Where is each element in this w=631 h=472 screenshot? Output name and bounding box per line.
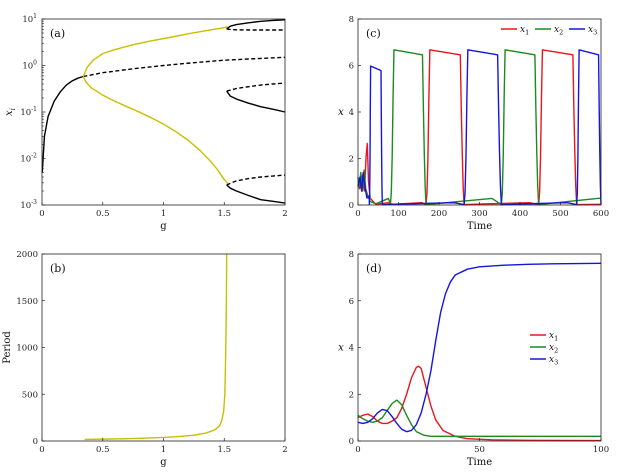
panel-a-ylabel: xi [4,108,17,116]
panel-b-ylabel: Period [2,331,13,364]
panel-d-ytick-label: 0 [349,437,354,447]
panel-a-stable-fixed-low-g [41,75,84,173]
panel-c-ytick-label: 8 [349,15,354,25]
panel-c-xtick-label: 600 [593,209,609,219]
panel-d-ylabel: x [338,343,344,354]
panel-b-xlabel: g [160,457,167,468]
panel-c-ytick-label: 4 [349,108,354,118]
panel-d-legend-label: x2 [549,343,558,355]
panel-b-lines [84,253,228,441]
panel-b-ytick-label: 500 [22,390,38,400]
panel-c-xtick-label: 400 [512,209,528,219]
panel-b-xtick-label: 2 [282,445,287,455]
panel-d-series-x2 [357,399,601,438]
panel-c-xtick-label: 500 [552,209,568,219]
panel-c-ticks: 0 100 200 300 400 500 600 0 2 4 6 8 [349,15,610,219]
panel-c-ylabel: x [338,107,344,118]
panel-b-period [84,253,228,441]
panel-b-xtick-label: 0 [39,445,44,455]
panel-a-periodic-upper [82,26,229,77]
panel-b-ytick-label: 2000 [16,250,38,260]
panel-c-xtick-label: 100 [390,209,406,219]
panel-d-xlabel: Time [467,457,492,468]
panel-c-series-x1 [357,49,602,206]
panel-a-xtick-label: 0 [39,209,44,219]
panel-a-xtick-label: 1.5 [217,209,231,219]
panel-c-frame [357,18,602,206]
panel-c-lines [357,49,602,206]
panel-d-legend-label: x1 [549,331,558,343]
panel-a-stable-mid-branch [226,90,286,113]
panel-a-stable-low-branch [226,184,286,204]
panel-c: 0 100 200 300 400 500 600 0 2 4 6 8 x1 x2 x3 (c) Time… [338,15,609,232]
panel-a-unstable-low-branch [226,174,286,186]
panel-c-xtick-label: 300 [471,209,487,219]
panel-d-frame [357,253,602,442]
panel-d-xtick-label: 0 [355,445,360,455]
panel-a-ytick-label: 101 [22,13,37,25]
panel-a-stable-top-branch [226,19,286,30]
panel-d-ticks: 0 50 100 0 2 4 6 8 [349,250,610,455]
panel-a-ytick-label: 100 [22,60,37,72]
panel-d-xtick-label: 100 [593,445,609,455]
panel-a-xtick-label: 1 [161,209,166,219]
panel-d-legend-label: x3 [549,355,558,367]
panel-d-ytick-label: 6 [349,297,354,307]
panel-c-xlabel: Time [467,221,492,232]
panel-b: 0 0.5 1 1.5 2 0 500 1000 1500 2000 (b) g Period [2,250,288,468]
panel-d-ytick-label: 8 [349,250,354,260]
panel-c-legend-label: x2 [554,25,563,37]
panel-d-series-x3 [357,262,602,433]
panel-d-ytick-label: 2 [349,390,354,400]
panel-a: 0 0.5 1 1.5 2 10-3 10-2 10-1 100 101 (a) g xi [4,13,288,232]
panel-a-lines [41,19,286,204]
panel-b-ticks: 0 0.5 1 1.5 2 0 500 1000 1500 2000 [16,250,287,455]
panel-a-ytick-label: 10-2 [20,153,37,165]
panel-a-unstable-fixed-mid [83,56,286,78]
panel-c-series-x3 [357,49,602,206]
panel-b-ytick-label: 0 [33,437,38,447]
panel-c-ytick-label: 2 [349,155,354,165]
panel-b-frame [41,253,286,442]
panel-c-legend-label: x1 [520,25,529,37]
panel-a-xlabel: g [160,221,167,232]
panel-d-tag: (d) [366,262,382,275]
panel-a-ticks: 0 0.5 1 1.5 2 10-3 10-2 10-1 100 101 [20,13,287,219]
panel-a-periodic-lower [82,76,229,184]
panel-c-ytick-label: 0 [349,201,354,211]
panel-c-xtick-label: 200 [431,209,447,219]
panel-b-xtick-label: 1.5 [217,445,231,455]
panel-c-ytick-label: 6 [349,62,354,72]
panel-a-ytick-label: 10-3 [20,199,37,211]
panel-c-legend-label: x3 [588,25,597,37]
panel-b-xtick-label: 0.5 [96,445,110,455]
panel-a-xtick-label: 2 [282,209,287,219]
panel-b-tag: (b) [50,262,66,275]
panel-a-tag: (a) [50,27,65,40]
panel-a-unstable-top-branch [226,28,285,31]
panel-c-series-x2 [357,49,602,206]
panel-d-series-x1 [357,365,602,442]
panel-b-ytick-label: 1500 [16,297,38,307]
panel-d-ytick-label: 4 [349,344,354,354]
panel-a-ytick-label: 10-1 [20,106,37,118]
panel-a-unstable-mid-branch [226,82,286,92]
panel-a-xtick-label: 0.5 [96,209,110,219]
panel-c-xtick-label: 0 [355,209,360,219]
panel-d-xtick-label: 50 [474,445,485,455]
panel-c-tag: (c) [366,27,381,40]
panel-c-legend: x1 x2 x3 [501,25,597,37]
panel-a-frame [41,18,286,206]
panel-b-ytick-label: 1000 [16,344,38,354]
panel-d-lines [357,262,602,442]
panel-b-xtick-label: 1 [161,445,166,455]
